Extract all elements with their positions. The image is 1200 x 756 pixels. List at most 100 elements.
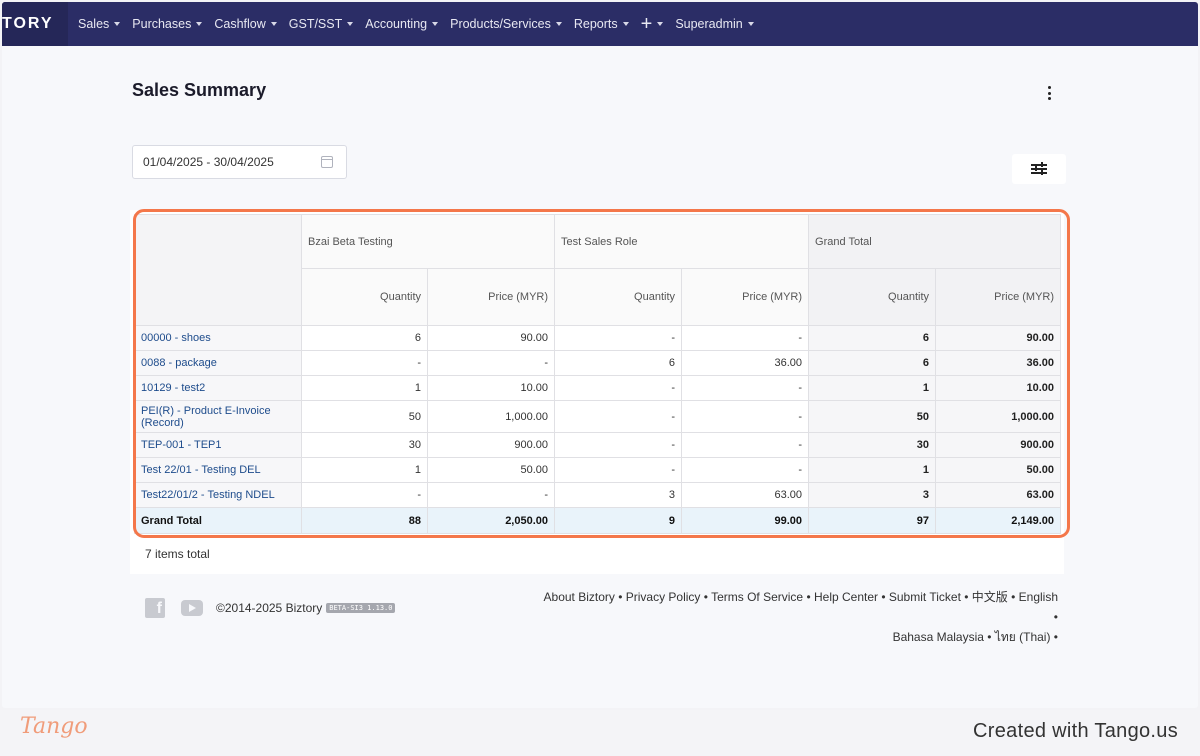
table-cell: 6 xyxy=(301,325,428,351)
product-link[interactable]: 0088 - package xyxy=(134,350,302,376)
chevron-down-icon xyxy=(114,22,121,26)
table-cell: 63.00 xyxy=(935,482,1062,508)
plus-icon: + xyxy=(640,13,653,35)
nav-cashflow[interactable]: Cashflow xyxy=(208,2,282,46)
product-link[interactable]: TEP-001 - TEP1 xyxy=(134,432,302,458)
product-link[interactable]: 00000 - shoes xyxy=(134,325,302,351)
product-link[interactable]: 10129 - test2 xyxy=(134,375,302,401)
sliders-icon xyxy=(1031,162,1047,176)
chevron-down-icon xyxy=(270,22,277,26)
nav-sales[interactable]: Sales xyxy=(72,2,126,46)
tango-logo: Tango xyxy=(20,714,88,739)
table-row: 10129 - test2 1 10.00 - - 1 10.00 xyxy=(134,375,1062,401)
table-row: 00000 - shoes 6 90.00 - - 6 90.00 xyxy=(134,325,1062,351)
table-cell: - xyxy=(301,482,428,508)
total-cell: 97 xyxy=(808,507,937,534)
corner-header xyxy=(134,214,302,326)
column-header: Price (MYR) xyxy=(426,268,556,326)
table-row: 0088 - package - - 6 36.00 6 36.00 xyxy=(134,350,1062,376)
nav-products-services[interactable]: Products/Services xyxy=(444,2,568,46)
table-cell: 6 xyxy=(808,350,937,376)
table-cell: - xyxy=(426,350,556,376)
total-label: Grand Total xyxy=(134,507,302,534)
column-header: Quantity xyxy=(301,268,428,326)
version-badge: BETA-SI3 1.13.0 xyxy=(326,603,396,613)
table-cell: - xyxy=(554,400,683,433)
table-row: Test 22/01 - Testing DEL 1 50.00 - - 1 5… xyxy=(134,457,1062,483)
chevron-down-icon xyxy=(196,22,203,26)
footer-links-line[interactable]: About Biztory • Privacy Policy • Terms O… xyxy=(543,590,1058,624)
table-cell: 1 xyxy=(808,375,937,401)
copyright: ©2014-2025 Biztory BETA-SI3 1.13.0 xyxy=(216,601,396,615)
nav-purchases[interactable]: Purchases xyxy=(126,2,208,46)
table-cell: - xyxy=(301,350,428,376)
date-range-input[interactable]: 01/04/2025 - 30/04/2025 xyxy=(132,145,347,179)
grand-total-row: Grand Total 88 2,050.00 9 99.00 97 2,149… xyxy=(134,507,1062,534)
table-cell: 1 xyxy=(301,375,428,401)
chevron-down-icon xyxy=(432,22,439,26)
top-navbar: TORY Sales Purchases Cashflow GST/SST Ac… xyxy=(2,2,1198,46)
table-cell: - xyxy=(681,375,810,401)
table-cell: - xyxy=(681,457,810,483)
table-cell: - xyxy=(554,325,683,351)
group-header: Test Sales Role xyxy=(554,214,810,269)
table-cell: 3 xyxy=(554,482,683,508)
table-cell: 1 xyxy=(808,457,937,483)
nav-gst-sst[interactable]: GST/SST xyxy=(283,2,359,46)
column-header: Quantity xyxy=(554,268,683,326)
nav-add-new[interactable]: + xyxy=(635,2,670,46)
table-cell: 63.00 xyxy=(681,482,810,508)
facebook-icon[interactable]: f xyxy=(145,598,165,618)
table-cell: 90.00 xyxy=(426,325,556,351)
items-total-text: 7 items total xyxy=(145,547,210,561)
chevron-down-icon xyxy=(622,22,629,26)
nav-accounting[interactable]: Accounting xyxy=(359,2,444,46)
more-options-icon[interactable] xyxy=(1042,84,1056,102)
date-range-value: 01/04/2025 - 30/04/2025 xyxy=(143,155,274,169)
tango-credit: Created with Tango.us xyxy=(973,720,1178,742)
table-cell: - xyxy=(681,325,810,351)
table-cell: 50 xyxy=(808,400,937,433)
table-cell: 1,000.00 xyxy=(935,400,1062,433)
table-cell: - xyxy=(426,482,556,508)
table-cell: - xyxy=(554,375,683,401)
table-row: Test22/01/2 - Testing NDEL - - 3 63.00 3… xyxy=(134,482,1062,508)
nav-superadmin[interactable]: Superadmin xyxy=(669,2,759,46)
table-cell: 30 xyxy=(301,432,428,458)
product-link[interactable]: PEI(R) - Product E-Invoice (Record) xyxy=(134,400,302,433)
table-cell: 900.00 xyxy=(935,432,1062,458)
product-link[interactable]: Test22/01/2 - Testing NDEL xyxy=(134,482,302,508)
tango-footer-bar xyxy=(0,710,1200,756)
table-cell: 30 xyxy=(808,432,937,458)
calendar-icon[interactable] xyxy=(321,156,333,168)
column-header: Quantity xyxy=(808,268,937,326)
table-cell: 6 xyxy=(808,325,937,351)
chevron-down-icon xyxy=(747,22,754,26)
table-cell: 3 xyxy=(808,482,937,508)
table-cell: 10.00 xyxy=(426,375,556,401)
table-cell: 10.00 xyxy=(935,375,1062,401)
table-row: TEP-001 - TEP1 30 900.00 - - 30 900.00 xyxy=(134,432,1062,458)
chevron-down-icon xyxy=(657,22,664,26)
footer-links[interactable]: About Biztory • Privacy Policy • Terms O… xyxy=(540,587,1058,647)
table-cell: 36.00 xyxy=(935,350,1062,376)
footer-links-line[interactable]: Bahasa Malaysia • ไทย (Thai) • xyxy=(892,630,1058,644)
nav-reports[interactable]: Reports xyxy=(568,2,635,46)
table-cell: - xyxy=(554,432,683,458)
filter-settings-button[interactable] xyxy=(1012,154,1066,184)
table-row: PEI(R) - Product E-Invoice (Record) 50 1… xyxy=(134,400,1062,433)
product-link[interactable]: Test 22/01 - Testing DEL xyxy=(134,457,302,483)
table-cell: - xyxy=(681,400,810,433)
total-cell: 88 xyxy=(301,507,428,534)
table-cell: 6 xyxy=(554,350,683,376)
youtube-icon[interactable] xyxy=(181,600,203,616)
column-header: Price (MYR) xyxy=(935,268,1062,326)
chevron-down-icon xyxy=(555,22,562,26)
table-cell: 1,000.00 xyxy=(426,400,556,433)
table-cell: 50.00 xyxy=(935,457,1062,483)
brand-logo[interactable]: TORY xyxy=(2,2,68,46)
table-cell: - xyxy=(681,432,810,458)
group-header: Bzai Beta Testing xyxy=(300,214,556,269)
table-cell: 50.00 xyxy=(426,457,556,483)
sales-summary-table: Bzai Beta Testing Test Sales Role Grand … xyxy=(134,214,1062,534)
